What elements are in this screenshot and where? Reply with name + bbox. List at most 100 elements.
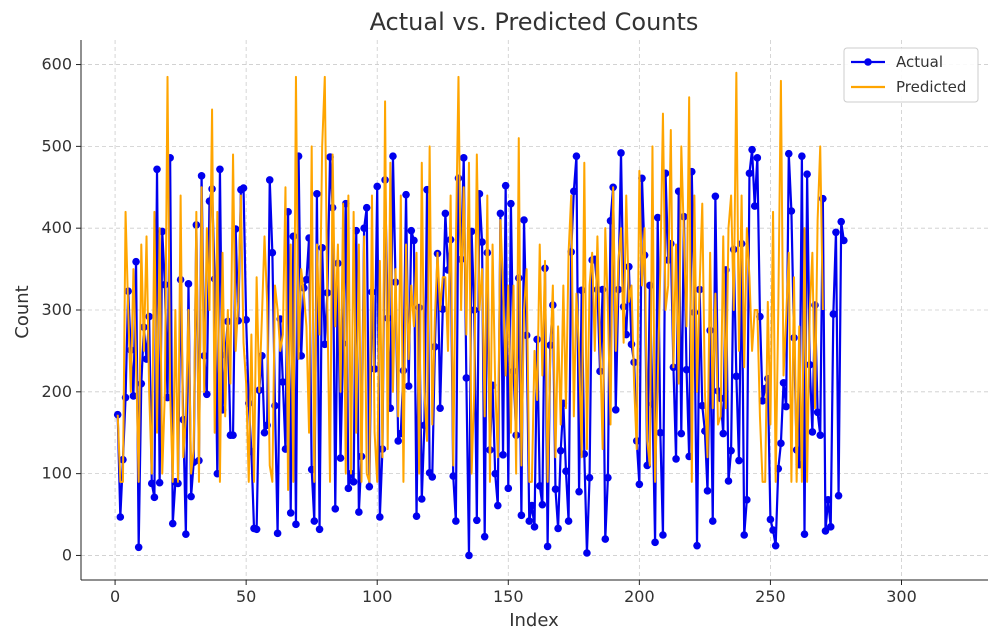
actual-point xyxy=(134,543,143,552)
actual-point xyxy=(514,274,523,282)
y-axis-title: Count xyxy=(12,285,33,338)
actual-point xyxy=(837,217,845,226)
actual-point xyxy=(389,152,397,160)
actual-point xyxy=(693,541,701,550)
y-tick-label: 200 xyxy=(41,382,72,401)
actual-point xyxy=(441,209,450,218)
actual-point xyxy=(360,224,368,232)
actual-point xyxy=(732,372,741,381)
actual-point xyxy=(182,530,190,538)
actual-point xyxy=(528,501,536,510)
actual-point xyxy=(577,286,586,295)
actual-point xyxy=(268,248,277,257)
actual-point xyxy=(349,478,358,486)
actual-point xyxy=(197,172,206,180)
y-tick-label: 500 xyxy=(41,136,72,155)
actual-point xyxy=(271,401,279,410)
actual-point xyxy=(672,455,680,463)
actual-point xyxy=(572,152,581,160)
actual-point xyxy=(682,365,691,374)
actual-point xyxy=(808,428,817,436)
x-tick-label: 300 xyxy=(886,587,917,606)
actual-point xyxy=(530,523,539,531)
actual-point xyxy=(583,549,591,557)
actual-point xyxy=(753,154,762,162)
actual-point xyxy=(659,531,667,539)
actual-point xyxy=(242,316,250,324)
actual-point xyxy=(302,275,311,284)
actual-point xyxy=(336,454,345,462)
actual-point xyxy=(538,500,547,509)
actual-point xyxy=(834,491,843,500)
actual-point xyxy=(800,530,809,538)
actual-point xyxy=(787,207,796,215)
actual-point xyxy=(554,524,562,533)
actual-point xyxy=(703,487,712,495)
actual-point xyxy=(428,473,437,481)
actual-point xyxy=(454,174,463,183)
actual-point xyxy=(562,467,570,475)
actual-point xyxy=(252,525,261,534)
actual-point xyxy=(690,308,699,317)
actual-point xyxy=(556,446,565,455)
actual-point xyxy=(491,469,499,478)
actual-point xyxy=(604,473,612,482)
actual-point xyxy=(748,145,756,154)
legend-predicted-label: Predicted xyxy=(896,78,966,96)
actual-point xyxy=(564,517,573,525)
actual-point xyxy=(585,473,594,482)
actual-point xyxy=(344,484,353,493)
actual-point xyxy=(543,542,552,551)
actual-point xyxy=(504,484,513,493)
legend-actual-label: Actual xyxy=(896,53,943,71)
actual-point xyxy=(132,257,140,266)
actual-point xyxy=(286,509,295,517)
actual-point xyxy=(798,152,806,160)
actual-point xyxy=(116,513,125,521)
actual-point xyxy=(229,431,237,439)
actual-point xyxy=(184,280,193,288)
actual-point xyxy=(520,216,528,224)
actual-point xyxy=(145,312,153,321)
actual-point xyxy=(821,527,830,535)
actual-point xyxy=(824,496,832,504)
actual-point xyxy=(782,402,790,411)
y-tick-label: 100 xyxy=(41,464,72,483)
x-tick-label: 200 xyxy=(624,587,655,606)
actual-point xyxy=(551,485,560,493)
actual-point xyxy=(410,236,418,245)
actual-point xyxy=(402,190,410,199)
actual-point xyxy=(525,517,534,525)
actual-point xyxy=(777,439,785,448)
actual-point xyxy=(507,199,515,208)
actual-point xyxy=(394,437,402,445)
actual-point xyxy=(784,149,793,158)
actual-point xyxy=(711,192,720,201)
actual-point xyxy=(452,517,460,525)
actual-point xyxy=(373,182,382,191)
x-tick-label: 250 xyxy=(755,587,786,606)
x-tick-label: 150 xyxy=(493,587,524,606)
actual-point xyxy=(292,520,300,529)
actual-point xyxy=(708,517,717,525)
actual-point xyxy=(651,538,659,547)
actual-point xyxy=(803,170,811,178)
actual-point xyxy=(279,378,287,386)
series-predicted-line xyxy=(116,71,824,491)
actual-point xyxy=(465,551,473,560)
actual-point xyxy=(417,495,426,503)
y-tick-label: 300 xyxy=(41,300,72,319)
actual-point xyxy=(153,165,161,174)
actual-point xyxy=(289,232,298,241)
actual-point xyxy=(535,482,544,490)
y-tick-label: 400 xyxy=(41,218,72,237)
actual-point xyxy=(813,408,822,417)
actual-point xyxy=(635,480,644,489)
actual-point xyxy=(412,512,421,520)
actual-point xyxy=(404,382,413,390)
actual-point xyxy=(318,244,326,252)
actual-point xyxy=(331,505,340,513)
actual-point xyxy=(496,209,505,218)
actual-point xyxy=(462,374,471,382)
x-tick-label: 0 xyxy=(110,587,120,606)
